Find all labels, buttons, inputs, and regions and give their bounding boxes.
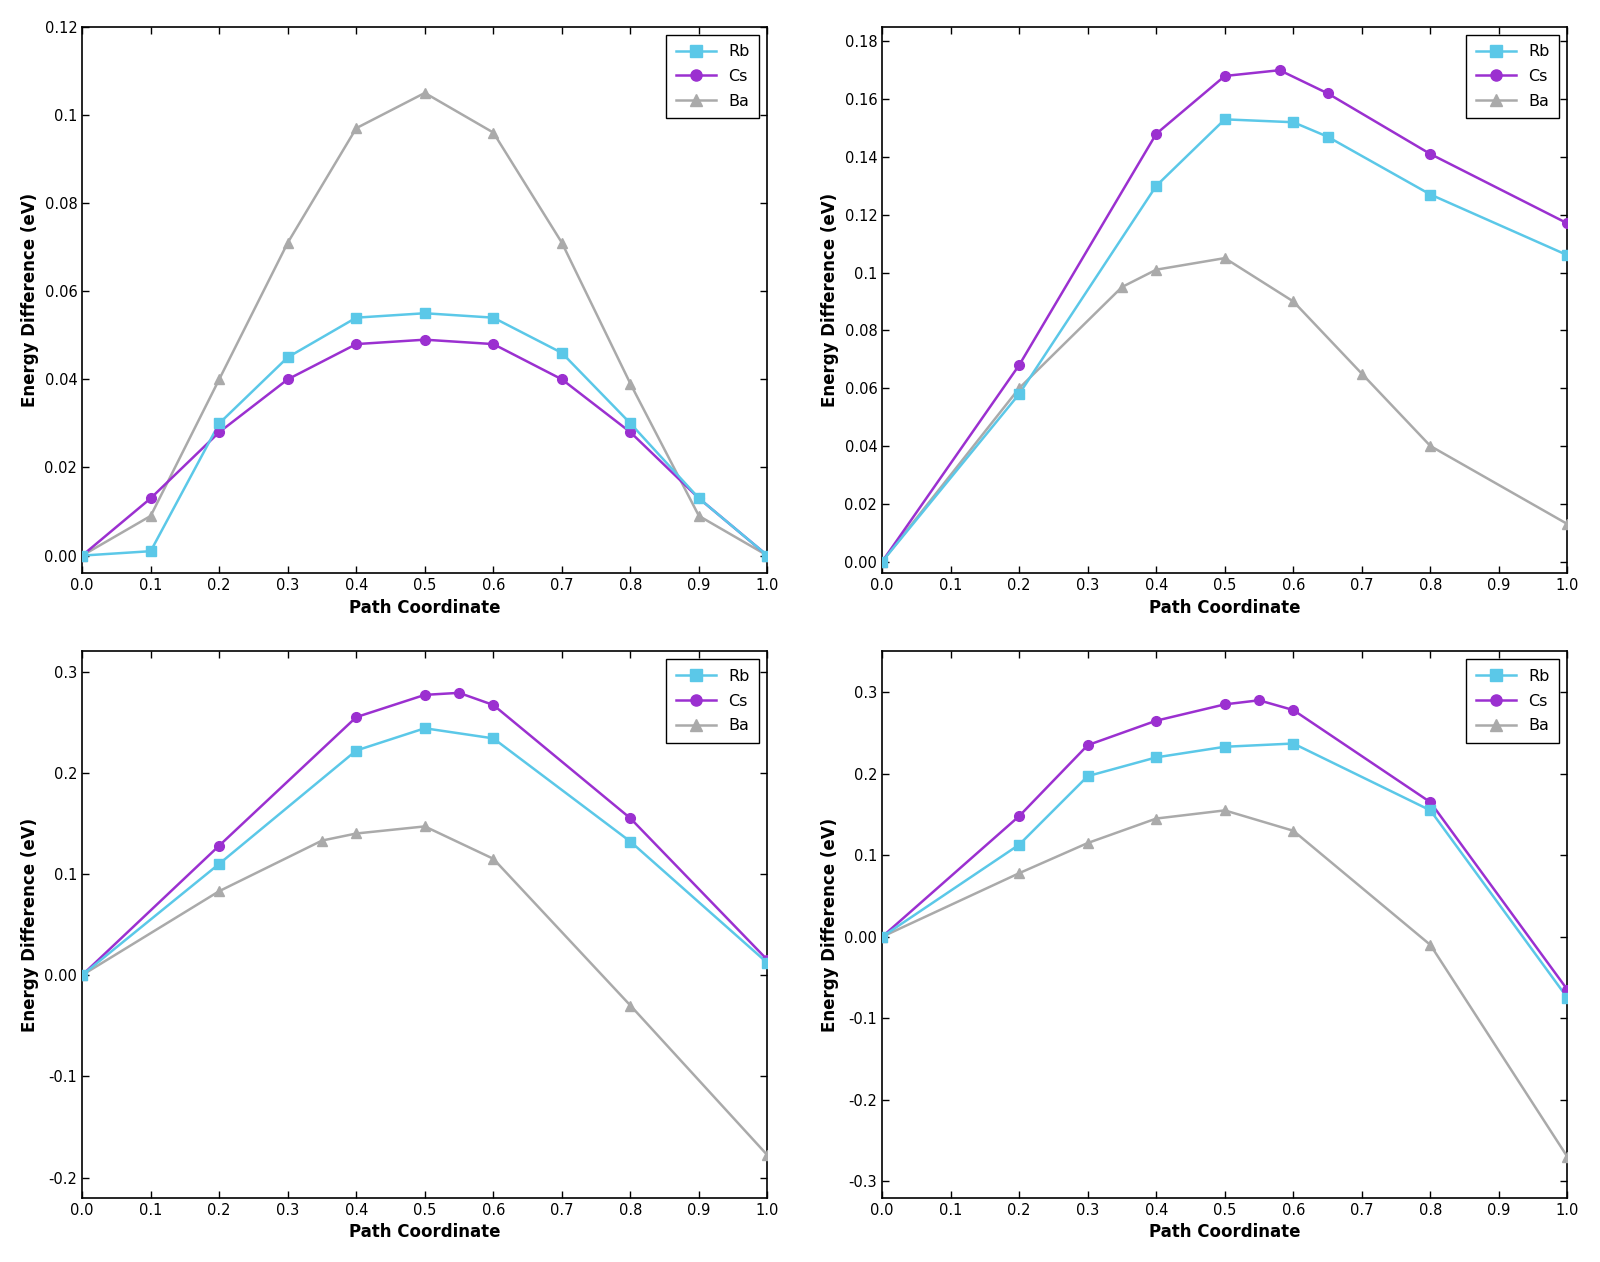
Y-axis label: Energy Difference (eV): Energy Difference (eV)	[21, 818, 38, 1031]
X-axis label: Path Coordinate: Path Coordinate	[349, 1223, 501, 1241]
Legend: Rb, Cs, Ba: Rb, Cs, Ba	[1466, 35, 1560, 119]
Legend: Rb, Cs, Ba: Rb, Cs, Ba	[1466, 659, 1560, 742]
Legend: Rb, Cs, Ba: Rb, Cs, Ba	[666, 35, 760, 119]
Y-axis label: Energy Difference (eV): Energy Difference (eV)	[21, 193, 38, 408]
X-axis label: Path Coordinate: Path Coordinate	[1149, 598, 1301, 617]
Legend: Rb, Cs, Ba: Rb, Cs, Ba	[666, 659, 760, 742]
X-axis label: Path Coordinate: Path Coordinate	[1149, 1223, 1301, 1241]
Y-axis label: Energy Difference (eV): Energy Difference (eV)	[821, 818, 838, 1031]
X-axis label: Path Coordinate: Path Coordinate	[349, 598, 501, 617]
Y-axis label: Energy Difference (eV): Energy Difference (eV)	[821, 193, 838, 408]
